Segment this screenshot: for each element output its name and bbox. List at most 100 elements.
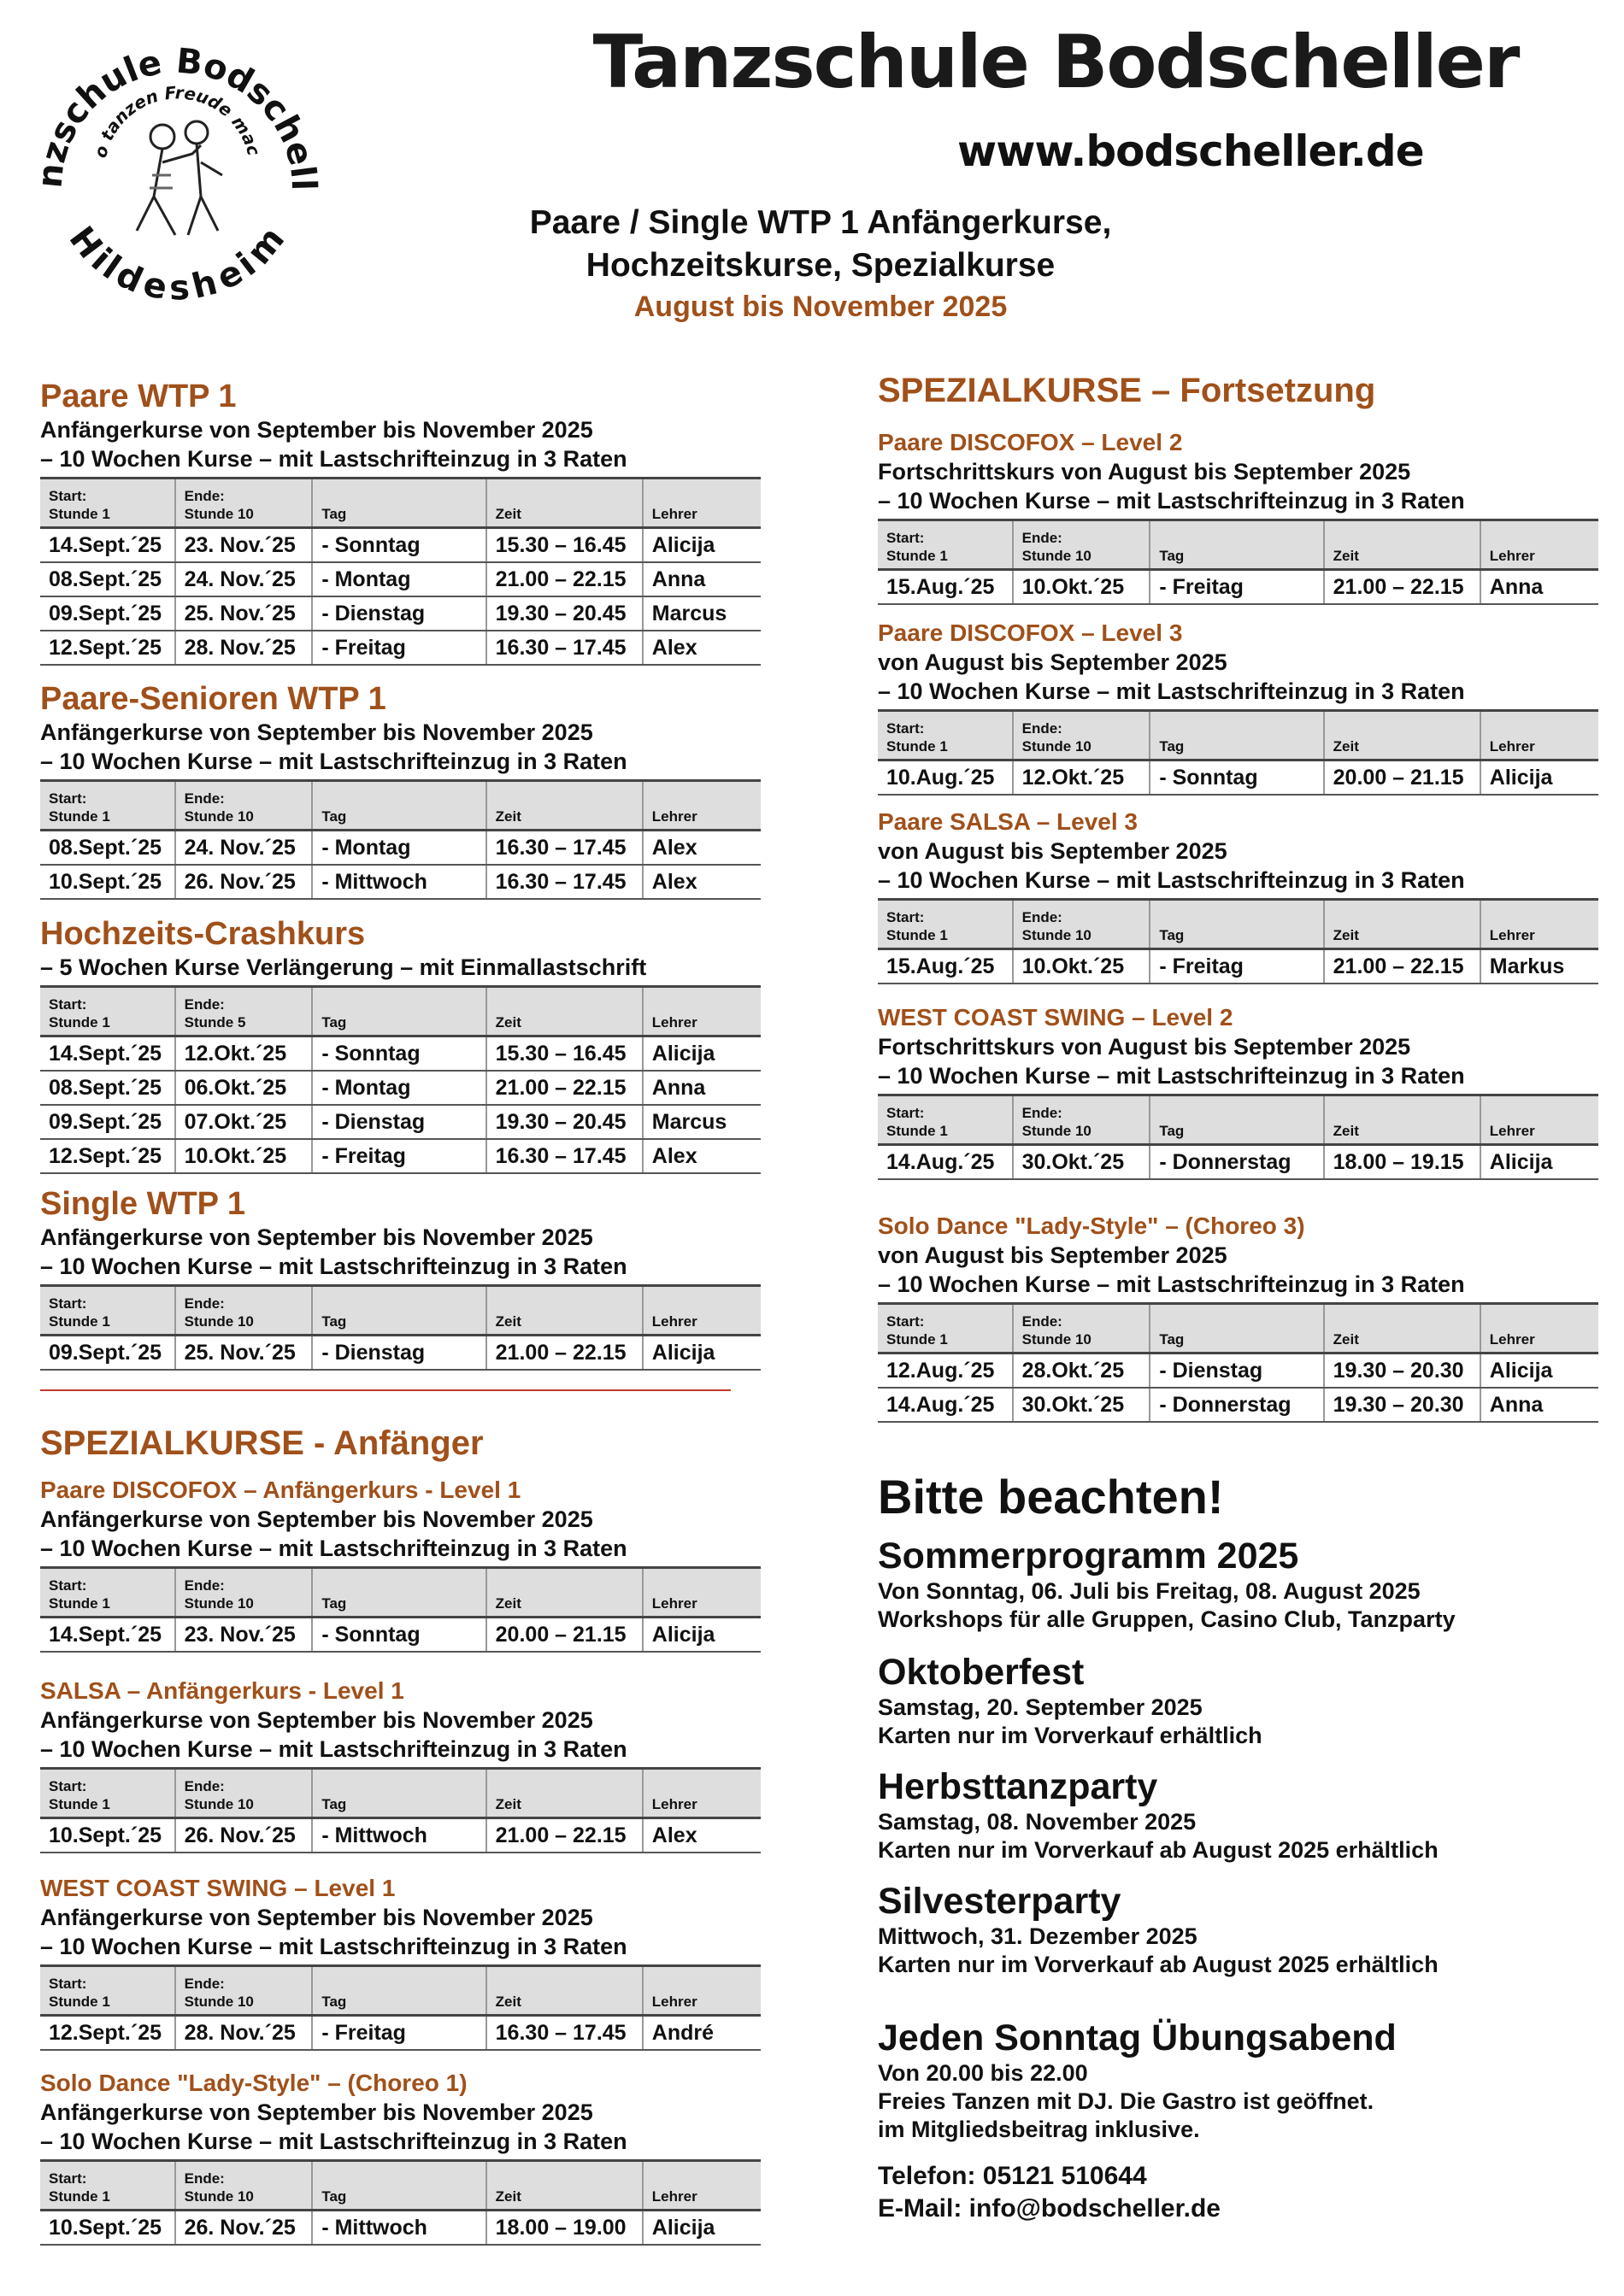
header-text: Stunde 1: [886, 927, 948, 943]
course-title: Solo Dance "Lady-Style" – (Choreo 1): [40, 2070, 468, 2096]
schedule-cell: 16.30 – 17.45: [485, 2015, 643, 2051]
schedule-cell: 21.00 – 22.15: [485, 1071, 643, 1106]
schedule-cell: - Freitag: [311, 1139, 486, 1174]
schedule-cell: - Montag: [311, 830, 486, 866]
note: Silvesterparty Mittwoch, 31. Dezember 202…: [878, 1880, 1439, 1979]
header-text: Lehrer: [1489, 1331, 1535, 1348]
course-info: Anfängerkurse von September bis November…: [40, 1224, 593, 1250]
course-info: – 10 Wochen Kurse – mit Lastschrifteinzu…: [878, 1271, 1465, 1297]
schedule-cell: 19.30 – 20.45: [485, 1105, 643, 1140]
header-text: Zeit: [1333, 1123, 1359, 1139]
header-text: Stunde 10: [184, 506, 254, 522]
header-text: Stunde 1: [49, 1014, 110, 1031]
schedule-row: 09.Sept.´25 07.Okt.´25- Dienstag 19.30 – 2…: [40, 1105, 761, 1140]
note-title: Jeden Sonntag Übungsabend: [878, 2017, 1397, 2058]
schedule-row: 15.Aug.´25 10.Okt.´25- Freitag 21.00 – 22.…: [878, 569, 1598, 605]
schedule-cell: 18.00 – 19.00: [485, 2210, 643, 2246]
schedule-row: 10.Sept.´25 26. Nov.´25- Mittwoch 16.30 – …: [40, 865, 761, 900]
dancers-icon: [135, 120, 223, 236]
schedule-cell: 21.00 – 22.15: [485, 1335, 643, 1371]
header-cell: Ende: Stunde 10: [1011, 709, 1150, 761]
course: WEST COAST SWING – Level 2 Fortschrittsku…: [878, 1003, 1598, 1180]
header-text: Zeit: [1333, 738, 1359, 755]
header-text: Tag: [321, 1313, 347, 1330]
course-title: Solo Dance "Lady-Style" – (Choreo 3): [878, 1213, 1305, 1239]
header-text: Tag: [321, 1014, 347, 1031]
schedule-cell: 19.30 – 20.45: [485, 596, 643, 631]
header-cell: Start: Stunde 1: [878, 709, 1013, 761]
course: Single WTP 1 Anfängerkurse von September …: [40, 1185, 761, 1371]
schedule-cell: 20.00 – 21.15: [485, 1617, 643, 1653]
header-cell: Tag: [311, 1767, 486, 1819]
header-text: Start:: [49, 1778, 87, 1794]
schedule-row: 09.Sept.´25 25. Nov.´25- Dienstag 21.00 – …: [40, 1335, 761, 1371]
schedule-cell: - Freitag: [1149, 569, 1324, 605]
header-text: Stunde 1: [886, 1123, 948, 1139]
school-title: Tanzschule Bodscheller: [592, 20, 1521, 105]
schedule-cell: 21.00 – 22.15: [485, 1817, 643, 1853]
schedule-table: Start: Stunde 1 Ende: Stunde 10 Tag Zeit Lehre…: [40, 2159, 761, 2246]
schedule-cell: 08.Sept.´25: [40, 562, 175, 597]
schedule-cell: 08.Sept.´25: [40, 830, 175, 866]
header-text: Ende:: [1021, 1313, 1062, 1330]
header-cell: Tag: [311, 779, 486, 831]
header-cell: Zeit: [485, 1566, 643, 1618]
logo-bottom: Hildesheim: [62, 220, 292, 308]
contact-line: E-Mail: info@bodscheller.de: [878, 2194, 1221, 2223]
schedule-row: 12.Sept.´25 28. Nov.´25- Freitag 16.30 – 1…: [40, 2015, 761, 2051]
course: Paare DISCOFOX – Level 3 von August bis S…: [878, 619, 1598, 796]
schedule-cell: 15.30 – 16.45: [485, 1036, 643, 1072]
schedule-cell: - Dienstag: [311, 1105, 486, 1140]
contact: Telefon: 05121 510644 E-Mail: info@bodsch…: [878, 2160, 1221, 2225]
header-text: Tag: [1159, 548, 1185, 564]
header-text: Lehrer: [651, 1014, 697, 1031]
header-cell: Tag: [1149, 898, 1324, 950]
header-text: Stunde 1: [49, 2188, 110, 2205]
group-title: SPEZIALKURSE - Anfänger: [40, 1424, 484, 1462]
schedule-cell: - Mittwoch: [311, 2210, 486, 2246]
header-cell: Start: Stunde 1: [40, 985, 175, 1037]
header-text: Start:: [886, 1105, 925, 1121]
schedule-cell: 21.00 – 22.15: [485, 562, 643, 597]
schedule-cell: - Mittwoch: [311, 1817, 486, 1853]
header-text: Tag: [1159, 927, 1185, 943]
header-cell: Zeit: [485, 2159, 643, 2211]
header-cell: Ende: Stunde 10: [174, 1566, 313, 1618]
schedule-cell: 15.Aug.´25: [878, 948, 1013, 984]
schedule-cell: Alex: [641, 631, 761, 666]
schedule-row: 10.Sept.´25 26. Nov.´25- Mittwoch 21.00 – …: [40, 1817, 761, 1853]
schedule-cell: 09.Sept.´25: [40, 596, 175, 631]
header-cell: Ende: Stunde 10: [174, 2159, 313, 2211]
header-text: Ende:: [1021, 1105, 1062, 1121]
header-cell: Ende: Stunde 5: [174, 985, 313, 1037]
header-text: Tag: [321, 1595, 347, 1612]
header-text: Start:: [49, 996, 87, 1013]
header-cell: Ende: Stunde 10: [1011, 1094, 1150, 1146]
logo-bottom-text: Hildesheim: [62, 220, 292, 308]
header-text: Zeit: [495, 1313, 521, 1330]
schedule-cell: Markus: [1479, 948, 1598, 984]
header-cell: Start: Stunde 1: [40, 477, 175, 529]
schedule-table: Start: Stunde 1 Ende: Stunde 10 Tag Zeit Lehre…: [878, 1094, 1598, 1180]
header-cell: Zeit: [485, 1767, 643, 1819]
course-info: – 10 Wochen Kurse – mit Lastschrifteinzu…: [40, 1254, 627, 1279]
header-text: Lehrer: [1489, 548, 1535, 564]
header-cell: Zeit: [485, 779, 643, 831]
header-text: Stunde 1: [886, 548, 948, 564]
schedule-cell: Anna: [641, 1071, 761, 1106]
schedule-cell: Alicija: [641, 527, 761, 563]
course-info: – 10 Wochen Kurse – mit Lastschrifteinzu…: [878, 488, 1465, 514]
header-text: Zeit: [495, 1595, 521, 1612]
schedule-row: 10.Sept.´25 26. Nov.´25- Mittwoch 18.00 – …: [40, 2210, 761, 2246]
schedule-cell: Anna: [1479, 569, 1598, 605]
schedule-cell: 16.30 – 17.45: [485, 830, 643, 866]
schedule-cell: 19.30 – 20.30: [1322, 1388, 1480, 1423]
schedule-cell: 10.Sept.´25: [40, 865, 175, 900]
header-text: Lehrer: [651, 2188, 697, 2205]
schedule-cell: 21.00 – 22.15: [1322, 569, 1480, 605]
schedule-cell: 24. Nov.´25: [174, 830, 313, 866]
header-cell: Start: Stunde 1: [878, 898, 1013, 950]
course: Solo Dance "Lady-Style" – (Choreo 1) Anfä…: [40, 2069, 761, 2246]
course-info: Anfängerkurse von September bis November…: [40, 1905, 593, 1930]
header-text: Tag: [1159, 738, 1185, 755]
